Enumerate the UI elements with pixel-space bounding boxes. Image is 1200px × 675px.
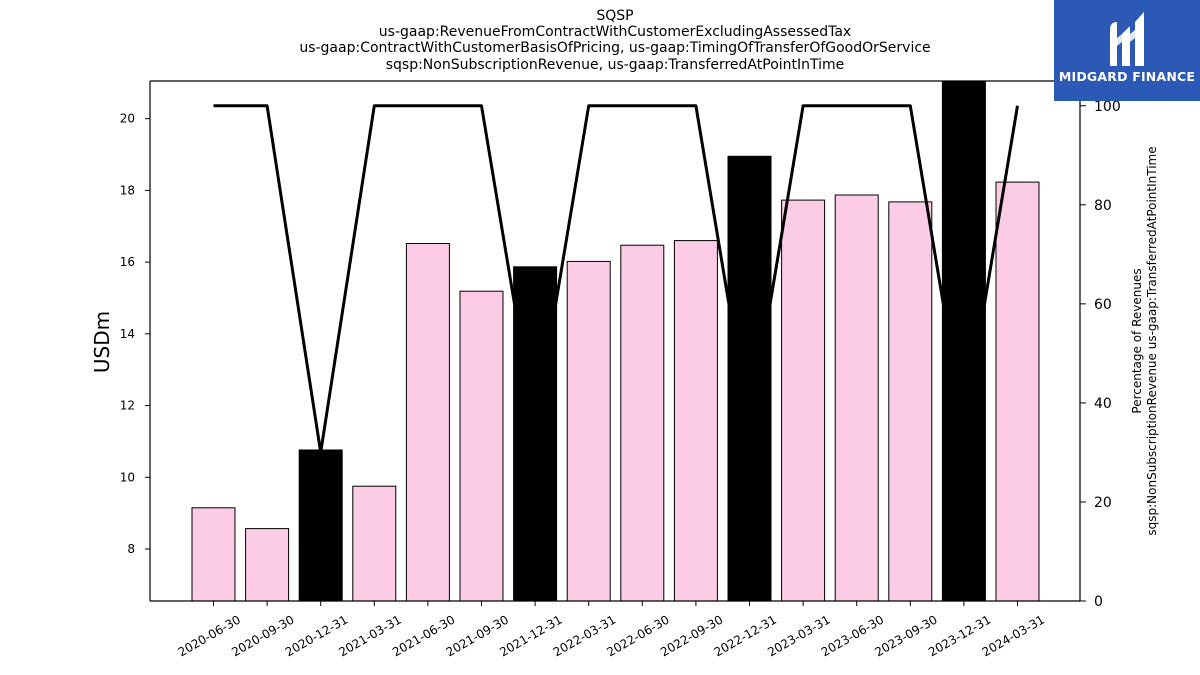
- bar-2021-03-31: [352, 485, 397, 602]
- bar-2023-09-30: [888, 201, 933, 602]
- bar-2021-12-31: [513, 266, 558, 602]
- bar-2024-03-31: [995, 181, 1040, 602]
- y-tick-label: 20: [120, 112, 135, 126]
- y2-tick-label: 20: [1094, 495, 1112, 511]
- y-tick-label: 8: [127, 542, 135, 556]
- bar-2022-12-31: [727, 155, 772, 602]
- y-tick-label: 12: [120, 399, 135, 413]
- y2-tick-label: 0: [1094, 594, 1103, 610]
- y2-tick-label: 60: [1094, 297, 1112, 313]
- bar-2020-12-31: [298, 449, 343, 602]
- bar-2022-06-30: [620, 244, 665, 602]
- bar-2021-09-30: [459, 290, 504, 602]
- x-axis-ticks: 2020-06-302020-09-302020-12-312021-03-31…: [176, 601, 1047, 659]
- bar-2022-03-31: [566, 260, 611, 602]
- chart-title-line-2: us-gaap:RevenueFromContractWithCustomerE…: [379, 24, 851, 40]
- y-axis-label: USDm: [90, 311, 114, 373]
- bar-2022-09-30: [673, 240, 718, 602]
- bar-group: [191, 80, 1040, 602]
- axes: [149, 80, 1081, 602]
- chart-title-line-4: sqsp:NonSubscriptionRevenue, us-gaap:Tra…: [386, 57, 845, 73]
- brand-logo: MIDGARD FINANCE: [1054, 0, 1200, 101]
- y2-axis-label-line-2: sqsp:NonSubscriptionRevenue us-gaap:Tran…: [1145, 146, 1159, 535]
- y2-tick-label: 40: [1094, 396, 1112, 412]
- bar-2020-06-30: [191, 507, 236, 602]
- percentage-line-series: [213, 104, 1019, 454]
- y-tick-label: 16: [120, 255, 135, 269]
- y2-tick-label: 100: [1094, 99, 1121, 115]
- y2-axis-ticks: 0 20 40 60 80 100: [1080, 99, 1121, 610]
- y2-tick-label: 80: [1094, 198, 1112, 214]
- bar-2023-06-30: [834, 194, 879, 602]
- chart-title-line-3: us-gaap:ContractWithCustomerBasisOfPrici…: [299, 40, 930, 56]
- bar-2023-03-31: [781, 199, 826, 602]
- bar-2020-09-30: [245, 528, 290, 602]
- percentage-line: [213, 104, 1019, 454]
- chart-title: SQSP us-gaap:RevenueFromContractWithCust…: [299, 8, 930, 73]
- bar-2021-06-30: [405, 243, 450, 602]
- y-tick-label: 10: [120, 470, 135, 484]
- midgard-m-logo-icon: [1110, 12, 1144, 66]
- chart-title-line-1: SQSP: [596, 8, 633, 24]
- brand-name: MIDGARD FINANCE: [1058, 69, 1196, 84]
- y-axis-ticks: 8 10 12 14 16 18 20: [120, 112, 150, 556]
- y2-axis-label: Percentage of Revenues sqsp:NonSubscript…: [1130, 146, 1159, 535]
- y-tick-label: 18: [120, 183, 135, 197]
- y-tick-label: 14: [120, 327, 135, 341]
- y2-axis-label-line-1: Percentage of Revenues: [1130, 268, 1144, 413]
